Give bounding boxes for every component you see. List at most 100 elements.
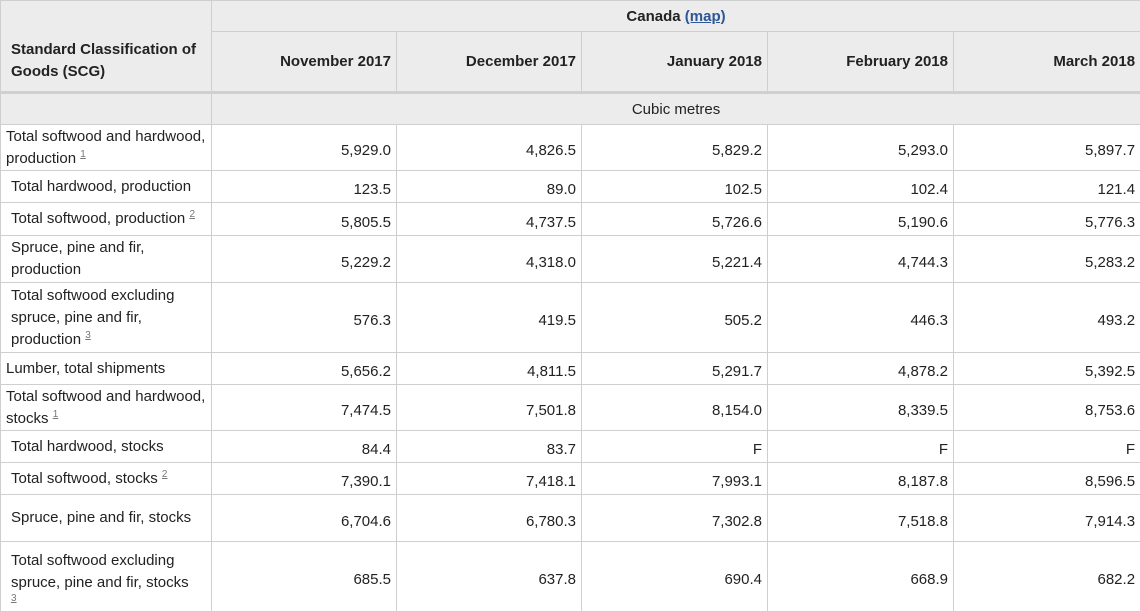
table-cell: 446.3 <box>767 282 954 353</box>
table-cell: 493.2 <box>952 282 1140 353</box>
footnote-link[interactable]: 3 <box>85 329 91 341</box>
row-header: Total softwood and hardwood, stocks 1 <box>0 384 212 431</box>
column-header[interactable]: November 2017 <box>211 31 397 93</box>
table-cell: 4,811.5 <box>396 352 582 385</box>
table-cell: F <box>581 430 768 463</box>
row-label: Total softwood excluding spruce, pine an… <box>11 286 175 348</box>
table-cell: 682.2 <box>952 541 1140 612</box>
table-cell: 5,829.2 <box>581 124 768 171</box>
table-cell: F <box>952 430 1140 463</box>
table-cell: 637.8 <box>396 541 582 612</box>
column-header[interactable]: December 2017 <box>396 31 582 93</box>
geo-label: Canada <box>626 7 681 25</box>
units-stub-cell <box>0 91 212 125</box>
table-cell: 7,501.8 <box>396 384 582 431</box>
row-header: Total hardwood, production <box>0 170 212 203</box>
table-cell: 5,392.5 <box>952 352 1140 385</box>
table-cell: 668.9 <box>767 541 954 612</box>
row-header: Total softwood and hardwood, production … <box>0 124 212 171</box>
table-cell: 89.0 <box>396 170 582 203</box>
table-cell: 8,753.6 <box>952 384 1140 431</box>
table-cell: 576.3 <box>211 282 397 353</box>
footnote-link[interactable]: 2 <box>161 468 168 480</box>
table-cell: 102.5 <box>581 170 768 203</box>
row-header: Total softwood excluding spruce, pine an… <box>0 541 212 612</box>
table-row: Total softwood, stocks 2 7,390.1 7,418.1 7,… <box>0 462 1140 495</box>
table-cell: 4,744.3 <box>767 235 954 283</box>
table-cell: 4,878.2 <box>767 352 954 385</box>
table-cell: 419.5 <box>396 282 582 353</box>
table-cell: 5,656.2 <box>211 352 397 385</box>
table-cell: 7,518.8 <box>767 494 954 542</box>
table-cell: 5,283.2 <box>952 235 1140 283</box>
row-label: Total softwood excluding spruce, pine an… <box>11 551 189 591</box>
table-cell: 7,302.8 <box>581 494 768 542</box>
table-cell: 6,704.6 <box>211 494 397 542</box>
row-label: Total hardwood, stocks <box>11 437 164 455</box>
table-cell: 5,229.2 <box>211 235 397 283</box>
table-cell: F <box>767 430 954 463</box>
footnote-link[interactable]: 1 <box>80 148 86 160</box>
stub-header: Standard Classification of Goods (SCG) <box>0 0 212 93</box>
table-cell: 5,897.7 <box>952 124 1140 171</box>
table-cell: 7,474.5 <box>211 384 397 431</box>
table-cell: 123.5 <box>211 170 397 203</box>
row-label: Total softwood and hardwood, production <box>6 127 206 167</box>
table-cell: 84.4 <box>211 430 397 463</box>
table-cell: 5,291.7 <box>581 352 768 385</box>
row-header: Total softwood excluding spruce, pine an… <box>0 282 212 353</box>
table-cell: 690.4 <box>581 541 768 612</box>
table-cell: 83.7 <box>396 430 582 463</box>
column-header[interactable]: January 2018 <box>581 31 768 93</box>
column-header[interactable]: February 2018 <box>767 31 954 93</box>
table-row: Total hardwood, production 123.5 89.0 102.5… <box>0 170 1140 203</box>
table-cell: 7,914.3 <box>952 494 1140 542</box>
row-label: Total softwood, stocks <box>11 469 158 487</box>
footnote-link[interactable]: 1 <box>52 408 59 420</box>
table-row: Total softwood and hardwood, stocks 1 7,4… <box>0 384 1140 431</box>
row-label: Total softwood, production <box>11 210 186 227</box>
table-cell: 505.2 <box>581 282 768 353</box>
table-cell: 4,826.5 <box>396 124 582 171</box>
row-label: Total softwood and hardwood, stocks <box>6 387 206 427</box>
row-header: Total hardwood, stocks <box>0 430 212 463</box>
row-header: Spruce, pine and fir, production <box>0 235 212 283</box>
table-cell: 8,596.5 <box>952 462 1140 495</box>
table-body: Total softwood and hardwood, production … <box>0 124 1140 612</box>
table-row: Total hardwood, stocks 84.4 83.7 F F F <box>0 430 1140 463</box>
table-row: Total softwood, production 2 5,805.5 4,737… <box>0 202 1140 236</box>
table-cell: 4,318.0 <box>396 235 582 283</box>
table-cell: 5,221.4 <box>581 235 768 283</box>
table-row: Total softwood and hardwood, production … <box>0 124 1140 171</box>
row-header: Spruce, pine and fir, stocks <box>0 494 212 542</box>
table-cell: 7,418.1 <box>396 462 582 495</box>
table-row: Total softwood excluding spruce, pine an… <box>0 282 1140 353</box>
table-cell: 5,726.6 <box>581 202 768 236</box>
row-label: Lumber, total shipments <box>6 359 166 377</box>
table-cell: 7,993.1 <box>581 462 768 495</box>
table-cell: 5,293.0 <box>767 124 954 171</box>
row-label: Spruce, pine and fir, stocks <box>11 509 192 526</box>
table-cell: 102.4 <box>767 170 954 203</box>
units-label: Cubic metres <box>210 91 1140 125</box>
table-cell: 5,805.5 <box>211 202 397 236</box>
table-cell: 685.5 <box>211 541 397 612</box>
row-header: Total softwood, production 2 <box>0 202 212 236</box>
table-cell: 8,339.5 <box>767 384 954 431</box>
table-cell: 6,780.3 <box>396 494 582 542</box>
footnote-link[interactable]: 3 <box>11 592 17 604</box>
row-label: Spruce, pine and fir, production <box>11 239 145 278</box>
table-cell: 8,187.8 <box>767 462 954 495</box>
table-cell: 5,190.6 <box>767 202 954 236</box>
footnote-link[interactable]: 2 <box>189 209 196 220</box>
stub-header-title: Standard Classification of Goods (SCG) <box>11 41 197 80</box>
column-header[interactable]: March 2018 <box>952 31 1140 93</box>
table-cell: 5,929.0 <box>211 124 397 171</box>
table-row: Total softwood excluding spruce, pine an… <box>0 541 1140 612</box>
table-cell: 5,776.3 <box>952 202 1140 236</box>
row-header: Lumber, total shipments <box>0 352 212 385</box>
table-cell: 121.4 <box>952 170 1140 203</box>
map-link[interactable]: (map) <box>684 7 726 25</box>
table-cell: 4,737.5 <box>396 202 582 236</box>
